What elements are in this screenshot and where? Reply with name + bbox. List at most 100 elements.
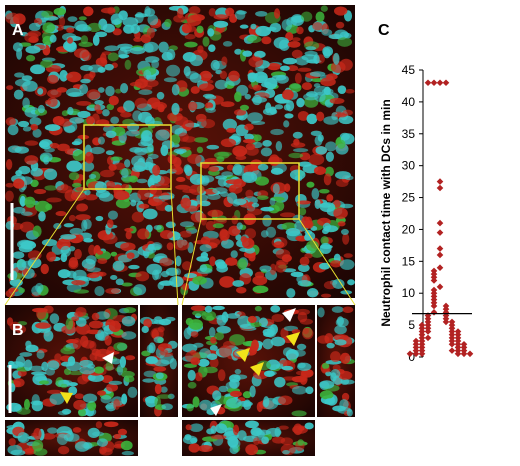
cell: [283, 104, 291, 111]
cell: [120, 111, 132, 118]
cell: [24, 106, 41, 118]
cell: [80, 78, 91, 84]
cell: [265, 102, 272, 114]
cell: [157, 394, 172, 399]
cell: [292, 131, 303, 139]
cell: [308, 153, 325, 166]
cell: [88, 320, 104, 329]
cell: [153, 336, 164, 344]
cell: [256, 75, 268, 82]
cell: [113, 190, 130, 201]
cell: [97, 271, 107, 277]
data-point: [424, 334, 432, 342]
cell: [210, 425, 217, 434]
cell: [217, 177, 228, 187]
cell: [129, 147, 143, 153]
cell: [155, 129, 170, 141]
cell: [65, 317, 74, 330]
y-tick-label: 10: [402, 286, 416, 300]
cell: [80, 335, 89, 348]
cell: [319, 380, 335, 389]
cell: [46, 251, 57, 262]
cell: [288, 83, 302, 93]
cell: [154, 316, 163, 321]
data-point: [442, 318, 450, 326]
cell: [265, 226, 277, 238]
cell: [296, 26, 304, 35]
cell: [15, 325, 27, 334]
cell: [74, 393, 84, 399]
zoom-line: [170, 188, 179, 306]
data-point: [436, 251, 444, 259]
cell: [113, 433, 122, 440]
cell: [95, 31, 108, 38]
cell: [296, 343, 307, 351]
cell: [192, 396, 200, 408]
cell: [86, 116, 95, 125]
cell: [84, 151, 94, 164]
cell: [110, 274, 118, 281]
cell: [153, 366, 167, 372]
cell: [142, 208, 158, 220]
cell: [59, 70, 69, 82]
cell: [217, 151, 232, 157]
cell: [90, 146, 105, 155]
cell: [180, 197, 192, 209]
cell: [232, 201, 241, 207]
cell: [185, 424, 192, 431]
cell: [97, 390, 107, 396]
cell: [237, 430, 247, 441]
cell: [242, 138, 256, 144]
cell: [82, 393, 98, 403]
cell: [78, 41, 94, 48]
cell: [28, 22, 41, 32]
cell: [5, 12, 20, 25]
cell: [204, 305, 213, 313]
cell: [185, 71, 199, 80]
cell: [35, 322, 51, 329]
cell: [75, 214, 91, 221]
cell: [182, 24, 197, 33]
cell: [235, 155, 247, 161]
cell: [36, 350, 45, 360]
cell: [215, 314, 227, 320]
cell: [343, 253, 353, 258]
cell: [262, 328, 274, 336]
cell: [32, 225, 42, 238]
cell: [10, 449, 26, 456]
cell: [115, 198, 131, 209]
data-point: [442, 79, 450, 87]
cell: [212, 390, 222, 401]
cell: [337, 221, 346, 227]
cell: [64, 124, 76, 134]
cell: [200, 236, 211, 245]
cell: [72, 427, 82, 433]
cell: [235, 234, 242, 241]
cell: [291, 385, 308, 395]
cell: [112, 28, 122, 36]
cell: [333, 6, 348, 16]
cell: [158, 41, 169, 53]
cell: [199, 200, 211, 207]
cell: [8, 438, 16, 446]
cell: [314, 91, 326, 103]
cell: [266, 370, 274, 376]
cell: [247, 72, 258, 79]
cell: [13, 89, 24, 100]
cell: [206, 193, 221, 200]
cell: [79, 365, 96, 375]
cell: [30, 64, 46, 75]
cell: [325, 141, 337, 152]
cell: [231, 215, 239, 225]
cell: [100, 394, 112, 404]
cell: [62, 32, 77, 42]
cell: [261, 36, 272, 45]
cell: [68, 214, 76, 222]
cell: [199, 70, 212, 82]
cell: [21, 75, 33, 82]
arrowhead: [102, 352, 114, 364]
cell: [318, 262, 331, 270]
cell: [283, 120, 290, 128]
cell: [108, 380, 123, 386]
cell: [72, 182, 82, 188]
